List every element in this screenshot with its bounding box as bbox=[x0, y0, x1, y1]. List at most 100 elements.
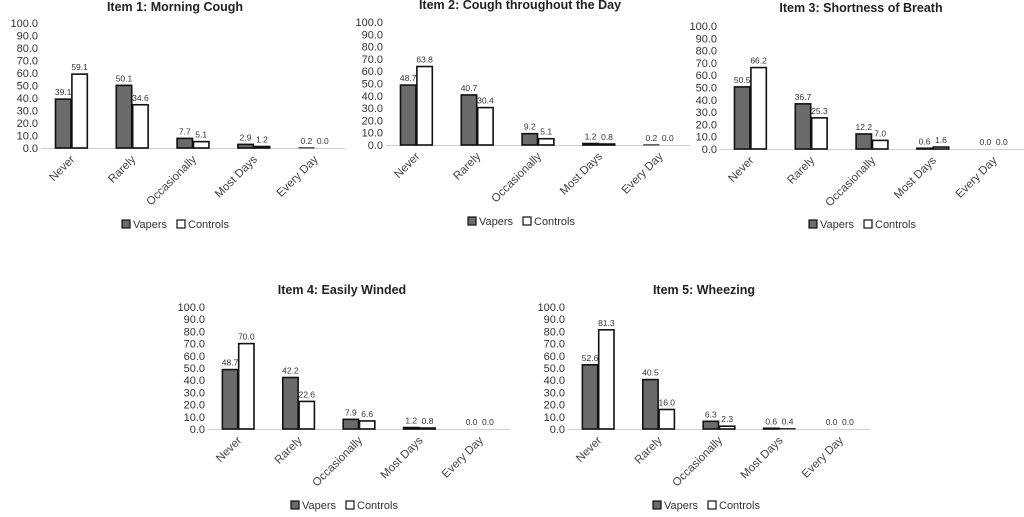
data-label: 50.5 bbox=[734, 75, 751, 85]
bar-vapers bbox=[221, 368, 239, 430]
y-tick-label: 20.0 bbox=[17, 118, 38, 130]
legend-label: Vapers bbox=[664, 500, 699, 512]
x-tick-label: Never bbox=[574, 435, 604, 465]
data-label: 0.2 bbox=[645, 133, 657, 143]
data-label: 63.8 bbox=[416, 55, 433, 65]
bar-vapers bbox=[176, 137, 194, 149]
chart-title: Item 5: Wheezing bbox=[653, 283, 755, 297]
data-label: 7.7 bbox=[179, 126, 191, 136]
bar-vapers bbox=[402, 426, 420, 430]
data-label: 0.0 bbox=[979, 137, 991, 147]
bar-controls bbox=[298, 400, 316, 430]
data-label: 66.2 bbox=[750, 56, 767, 66]
data-label: 0.0 bbox=[482, 417, 494, 427]
legend-label: Vapers bbox=[479, 216, 514, 228]
bar-vapers bbox=[281, 376, 299, 430]
y-tick-label: 100.0 bbox=[689, 21, 717, 33]
legend-label: Controls bbox=[719, 500, 760, 512]
data-label: 0.0 bbox=[842, 417, 854, 427]
y-tick-label: 100.0 bbox=[10, 18, 38, 30]
y-tick-label: 50.0 bbox=[17, 81, 38, 93]
data-label: 1.2 bbox=[585, 132, 597, 142]
y-tick-label: 0.0 bbox=[190, 424, 205, 436]
y-tick-label: 100.0 bbox=[355, 17, 383, 29]
y-tick-label: 80.0 bbox=[696, 46, 717, 58]
bar-controls bbox=[253, 145, 271, 149]
data-label: 48.7 bbox=[222, 358, 239, 368]
legend-label: Controls bbox=[188, 219, 229, 231]
y-tick-label: 70.0 bbox=[184, 339, 205, 351]
bar-vapers bbox=[460, 94, 478, 146]
bar-controls bbox=[537, 137, 555, 146]
data-label: 40.5 bbox=[642, 368, 659, 378]
data-label: 0.6 bbox=[919, 136, 931, 146]
data-label: 1.2 bbox=[256, 135, 268, 145]
bar-vapers bbox=[733, 86, 751, 150]
data-label: 1.6 bbox=[935, 135, 947, 145]
y-tick-label: 30.0 bbox=[184, 387, 205, 399]
y-tick-label: 70.0 bbox=[696, 58, 717, 70]
legend-swatch-controls bbox=[522, 216, 532, 226]
data-label: 70.0 bbox=[238, 332, 255, 342]
data-label: 9.2 bbox=[524, 122, 536, 132]
y-tick-label: 70.0 bbox=[544, 339, 565, 351]
data-label: 2.3 bbox=[721, 414, 733, 424]
bar-vapers bbox=[641, 378, 659, 430]
y-tick-label: 90.0 bbox=[17, 31, 38, 43]
y-tick-label: 80.0 bbox=[544, 326, 565, 338]
y-tick-label: 50.0 bbox=[362, 79, 383, 91]
data-label: 6.3 bbox=[705, 409, 717, 419]
data-label: 34.6 bbox=[132, 93, 149, 103]
data-label: 0.0 bbox=[826, 417, 838, 427]
data-label: 39.1 bbox=[55, 87, 72, 97]
x-tick-label: Occasionally bbox=[671, 434, 726, 489]
bar-vapers bbox=[702, 420, 720, 430]
bar-controls bbox=[358, 420, 376, 430]
y-tick-label: 90.0 bbox=[696, 33, 717, 45]
y-tick-label: 100.0 bbox=[537, 302, 565, 314]
y-tick-label: 80.0 bbox=[362, 42, 383, 54]
bar-controls bbox=[658, 408, 676, 430]
data-label: 1.2 bbox=[405, 416, 417, 426]
data-label: 0.4 bbox=[782, 417, 794, 427]
legend-swatch-controls bbox=[345, 500, 355, 510]
y-tick-label: 0.0 bbox=[23, 143, 38, 155]
data-label: 0.8 bbox=[422, 416, 434, 426]
legend-label: Controls bbox=[875, 219, 916, 231]
y-tick-label: 0.0 bbox=[702, 144, 717, 156]
bar-controls bbox=[237, 342, 255, 430]
legend-swatch-controls bbox=[707, 500, 717, 510]
bar-vapers bbox=[342, 418, 360, 430]
legend-swatch-vapers bbox=[652, 500, 662, 510]
data-label: 52.6 bbox=[582, 353, 599, 363]
bar-vapers bbox=[582, 142, 600, 146]
y-tick-label: 40.0 bbox=[544, 375, 565, 387]
y-tick-label: 50.0 bbox=[696, 83, 717, 95]
x-tick-label: Rarely bbox=[633, 434, 665, 466]
y-tick-label: 40.0 bbox=[17, 93, 38, 105]
data-label: 0.0 bbox=[317, 136, 329, 146]
data-label: 5.1 bbox=[540, 127, 552, 137]
y-tick-label: 10.0 bbox=[184, 412, 205, 424]
data-label: 36.7 bbox=[795, 92, 812, 102]
y-tick-label: 60.0 bbox=[362, 66, 383, 78]
y-tick-label: 40.0 bbox=[696, 95, 717, 107]
chart-title: Item 1: Morning Cough bbox=[107, 0, 243, 14]
x-tick-label: Every Day bbox=[800, 434, 846, 480]
bar-controls bbox=[871, 139, 889, 150]
y-tick-label: 30.0 bbox=[17, 106, 38, 118]
y-tick-label: 90.0 bbox=[184, 314, 205, 326]
y-tick-label: 10.0 bbox=[544, 412, 565, 424]
bar-vapers bbox=[855, 133, 873, 150]
data-label: 42.2 bbox=[282, 366, 299, 376]
y-tick-label: 90.0 bbox=[544, 314, 565, 326]
data-label: 0.0 bbox=[662, 133, 674, 143]
data-label: 50.1 bbox=[116, 73, 133, 83]
bar-controls bbox=[597, 329, 615, 430]
data-label: 59.1 bbox=[71, 62, 88, 72]
x-tick-label: Most Days bbox=[739, 434, 786, 481]
chart-title: Item 4: Easily Winded bbox=[278, 283, 406, 297]
y-tick-label: 20.0 bbox=[544, 400, 565, 412]
